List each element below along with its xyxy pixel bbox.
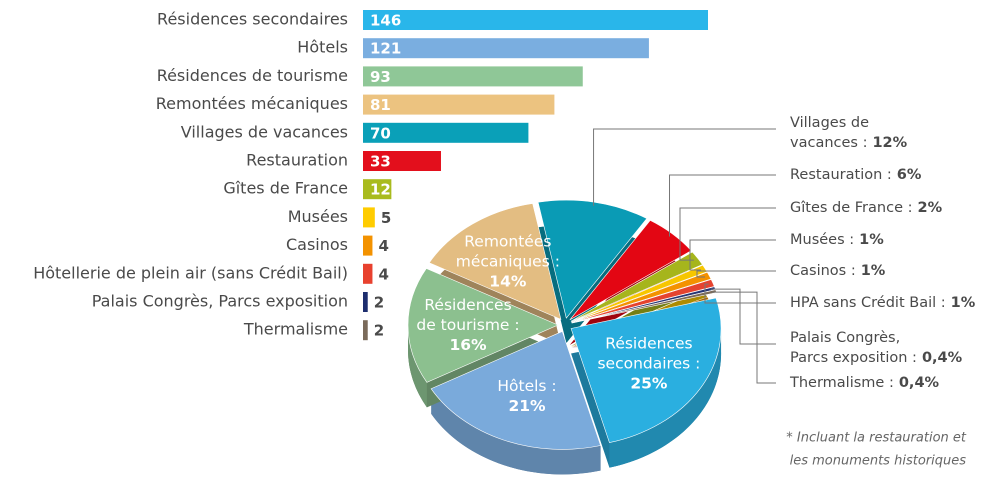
slice-label-line: vacances : <box>790 135 867 151</box>
pie-labels: Résidences secondaires : 25% Hôtels : 21% Rés… <box>416 115 975 415</box>
category-label: Thermalisme <box>243 320 348 339</box>
slice-label: Thermalisme : 0,4% <box>789 375 940 391</box>
leader-line <box>710 288 776 345</box>
value-label: 2 <box>374 322 384 340</box>
category-label: Hôtels <box>297 38 348 57</box>
pie-slice <box>571 264 708 323</box>
value-label: 121 <box>370 40 401 58</box>
pie-slice <box>570 297 722 443</box>
slice-label-line: Musées : <box>790 232 854 248</box>
slice-label: Remontées <box>464 233 551 251</box>
slice-label-line: Gîtes de France : <box>790 200 912 216</box>
slice-label-line: Restauration : <box>790 167 892 183</box>
category-label: Casinos <box>286 235 348 254</box>
slice-value: 2% <box>917 200 942 216</box>
pie-slice <box>571 279 715 323</box>
pie-slice <box>430 331 602 450</box>
category-label: Villages de vacances <box>181 122 348 141</box>
slice-label: HPA sans Crédit Bail : 1% <box>790 295 976 311</box>
slice-value: 12% <box>872 135 907 151</box>
slice-label-line: HPA sans Crédit Bail : <box>790 295 946 311</box>
slice-label: Musées : 1% <box>790 232 884 248</box>
category-label: Restauration <box>246 151 348 170</box>
slice-label: Casinos : 1% <box>790 263 886 279</box>
slice-label: Résidences <box>605 335 692 353</box>
bar <box>363 66 583 87</box>
value-label: 12 <box>370 181 391 199</box>
bar <box>363 151 441 171</box>
slice-value: 1% <box>951 295 976 311</box>
pie-tops <box>407 199 722 450</box>
slice-label: Villages de vacances : 12% <box>790 115 908 151</box>
slice-value: 16% <box>449 336 487 354</box>
bar <box>363 179 392 200</box>
slice-value: 14% <box>489 273 527 291</box>
slice-value: 25% <box>630 375 668 393</box>
slice-label: Restauration : 6% <box>790 167 922 183</box>
slice-label-line: Thermalisme : <box>789 375 894 391</box>
slice-value: 1% <box>861 263 886 279</box>
value-label: 4 <box>378 265 388 283</box>
annotation: les monuments historiques <box>790 454 967 469</box>
slice-value: 21% <box>508 397 546 415</box>
category-label: Hôtellerie de plein air (sans Crédit Bai… <box>33 263 348 282</box>
category-label: Musées <box>288 207 348 226</box>
slice-label: secondaires : <box>597 355 700 373</box>
slice-value: 6% <box>897 167 922 183</box>
value-label: 93 <box>370 68 391 86</box>
category-label: Gîtes de France <box>223 179 348 198</box>
value-label: 81 <box>370 96 391 114</box>
category-label: Résidences de tourisme <box>157 66 348 85</box>
pie-side <box>431 388 601 475</box>
slice-label: Palais Congrès, Parcs exposition : 0,4% <box>790 330 963 366</box>
slice-value: 0,4% <box>899 375 940 391</box>
category-label: Palais Congrès, Parcs exposition <box>92 292 348 311</box>
slice-label-line: Villages de <box>790 115 869 131</box>
value-label: 33 <box>370 153 391 171</box>
leader-line <box>689 239 776 271</box>
slice-value: 0,4% <box>922 350 963 366</box>
bar <box>363 263 373 284</box>
bar <box>363 122 529 143</box>
category-label: Résidences secondaires <box>157 10 348 29</box>
bar <box>363 94 555 115</box>
leader-line <box>679 207 776 261</box>
slice-label: mécaniques : <box>456 253 560 271</box>
slice-value: 1% <box>859 232 884 248</box>
pie-slice <box>571 271 712 323</box>
bar <box>363 207 375 228</box>
pie-side <box>408 325 427 408</box>
value-label: 4 <box>378 237 388 255</box>
bar <box>363 10 708 30</box>
slice-label: Hôtels : <box>497 377 556 395</box>
slice-label-line: Palais Congrès, <box>790 330 900 346</box>
leader-line <box>696 270 776 278</box>
leader-line <box>669 174 776 237</box>
leader-line <box>593 128 776 206</box>
value-label: 2 <box>374 294 384 312</box>
value-label: 5 <box>381 209 391 227</box>
value-label: 70 <box>370 124 391 142</box>
slice-label: de tourisme : <box>416 316 519 334</box>
bar <box>363 292 368 312</box>
value-label: 146 <box>370 12 401 30</box>
pie-slice <box>428 203 562 320</box>
bar <box>363 38 649 59</box>
slice-label: Gîtes de France : 2% <box>790 200 943 216</box>
pie-slice <box>569 219 692 321</box>
slice-label: Résidences <box>424 296 511 314</box>
annotation: * Incluant la restauration et <box>786 431 967 446</box>
pie-slice <box>407 268 559 383</box>
pie-slice <box>537 199 648 319</box>
bar <box>363 320 368 341</box>
leader-line <box>711 291 776 384</box>
slice-label-line: Parcs exposition : <box>790 350 917 366</box>
category-label: Remontées mécaniques <box>156 94 348 113</box>
bar <box>363 235 373 256</box>
pie-slice <box>570 251 703 322</box>
pie-side <box>609 328 722 468</box>
slice-label-line: Casinos : <box>790 263 856 279</box>
